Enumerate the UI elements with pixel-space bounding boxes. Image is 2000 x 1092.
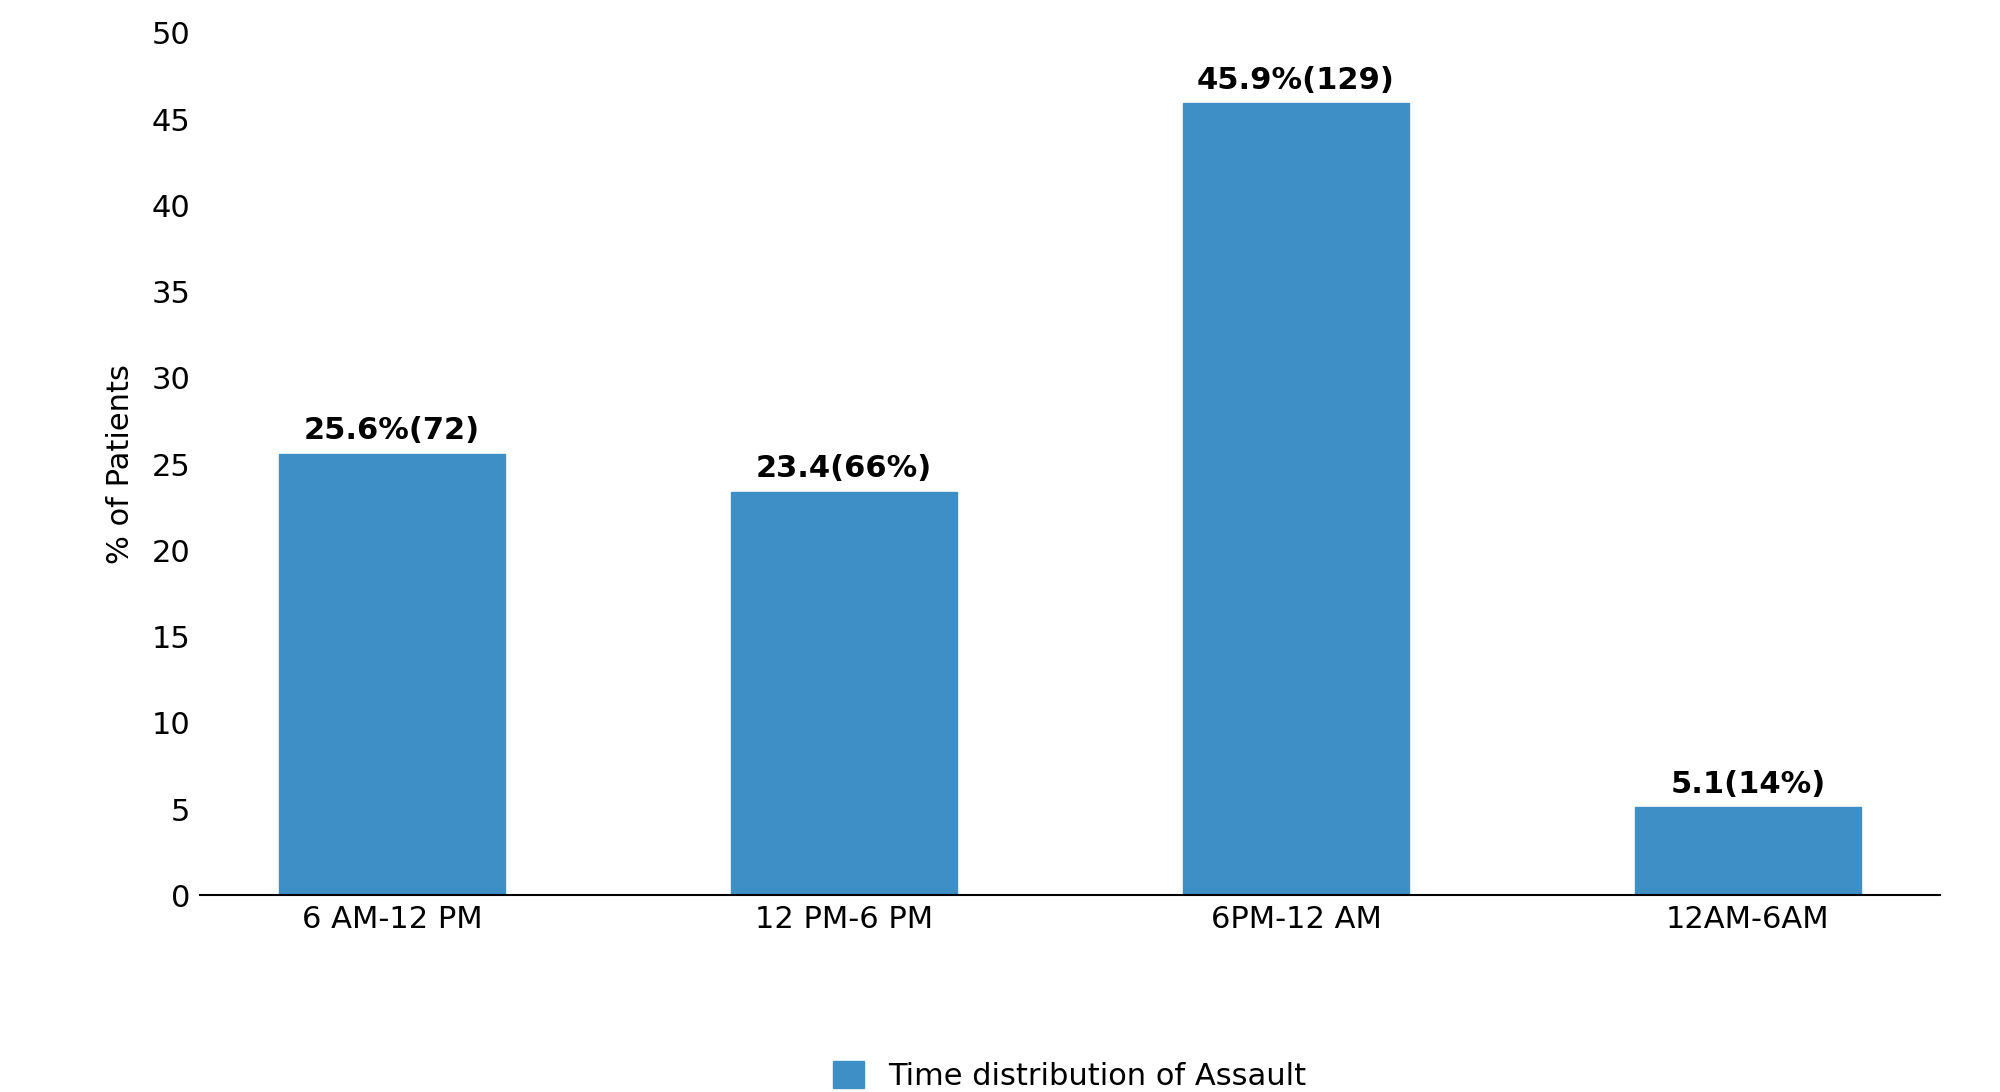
Bar — [732, 491, 958, 895]
Legend: Time distribution of Assault: Time distribution of Assault — [822, 1048, 1318, 1092]
Text: 25.6%(72): 25.6%(72) — [304, 416, 480, 446]
Bar — [1182, 104, 1408, 895]
Y-axis label: % of Patients: % of Patients — [106, 364, 134, 565]
Bar — [1634, 807, 1860, 895]
Text: 45.9%(129): 45.9%(129) — [1198, 66, 1394, 95]
Text: 5.1(14%): 5.1(14%) — [1670, 770, 1826, 799]
Bar — [280, 454, 506, 895]
Text: 23.4(66%): 23.4(66%) — [756, 454, 932, 483]
